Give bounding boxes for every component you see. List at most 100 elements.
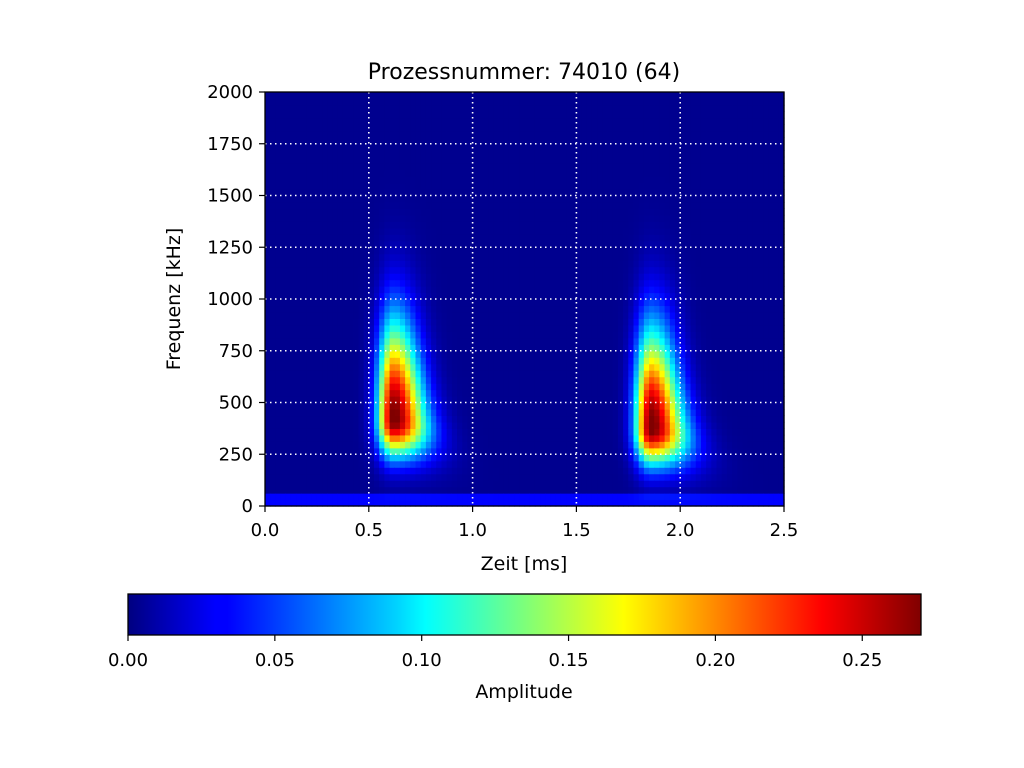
heatmap-cell	[472, 344, 479, 352]
heatmap-cell	[597, 137, 603, 145]
heatmap-cell	[415, 441, 422, 449]
heatmap-cell	[384, 169, 391, 177]
heatmap-cell	[467, 273, 474, 281]
heatmap-cell	[358, 182, 365, 190]
heatmap-cell	[363, 201, 370, 210]
heatmap-cell	[664, 189, 671, 197]
heatmap-cell	[566, 137, 572, 145]
heatmap-cell	[566, 195, 572, 203]
heatmap-cell	[467, 247, 474, 255]
heatmap-cell	[472, 266, 479, 274]
heatmap-cell	[482, 104, 489, 113]
heatmap-cell	[441, 499, 448, 507]
heatmap-cell	[316, 260, 323, 268]
heatmap-cell	[431, 337, 437, 345]
heatmap-cell	[384, 486, 391, 494]
heatmap-cell	[555, 460, 562, 468]
heatmap-cell	[275, 150, 282, 158]
heatmap-cell	[602, 104, 609, 113]
heatmap-cell	[384, 266, 391, 274]
heatmap-cell	[270, 383, 276, 391]
heatmap-cell	[638, 499, 645, 507]
heatmap-cell	[363, 408, 370, 417]
heatmap-cell	[270, 441, 276, 449]
heatmap-cell	[664, 428, 671, 436]
heatmap-cell	[270, 163, 276, 171]
heatmap-cell	[311, 273, 318, 281]
heatmap-cell	[519, 331, 526, 339]
heatmap-cell	[607, 176, 614, 184]
heatmap-cell	[669, 480, 676, 488]
heatmap-cell	[524, 137, 531, 145]
heatmap-cell	[493, 111, 500, 119]
heatmap-cell	[275, 208, 282, 216]
heatmap-cell	[503, 150, 510, 158]
heatmap-cell	[514, 266, 520, 274]
heatmap-cell	[633, 240, 640, 248]
heatmap-cell	[607, 318, 614, 326]
heatmap-cell	[342, 344, 349, 352]
heatmap-cell	[316, 383, 323, 391]
heatmap-cell	[612, 493, 619, 501]
heatmap-cell	[436, 337, 443, 345]
heatmap-cell	[602, 421, 609, 429]
heatmap-cell	[498, 318, 505, 326]
heatmap-cell	[457, 344, 463, 352]
heatmap-cell	[576, 163, 583, 171]
heatmap-cell	[519, 324, 526, 332]
heatmap-cell	[654, 486, 661, 494]
heatmap-cell	[498, 441, 505, 449]
heatmap-cell	[301, 176, 308, 184]
heatmap-cell	[451, 260, 458, 268]
heatmap-cell	[296, 305, 302, 313]
heatmap-cell	[285, 92, 292, 100]
heatmap-cell	[545, 266, 552, 274]
heatmap-cell	[581, 221, 588, 229]
heatmap-cell	[451, 247, 458, 255]
heatmap-cell	[415, 370, 422, 378]
heatmap-cell	[337, 189, 344, 197]
heatmap-cell	[571, 234, 577, 242]
heatmap-cell	[296, 467, 302, 475]
heatmap-cell	[649, 92, 655, 100]
heatmap-cell	[534, 408, 541, 417]
heatmap-cell	[431, 273, 437, 281]
heatmap-cell	[306, 324, 313, 332]
heatmap-cell	[431, 350, 437, 358]
heatmap-cell	[467, 441, 474, 449]
heatmap-cell	[425, 117, 432, 125]
heatmap-cell	[368, 480, 375, 488]
heatmap-cell	[415, 227, 422, 235]
heatmap-cell	[472, 331, 479, 339]
heatmap-cell	[555, 117, 562, 125]
heatmap-cell	[332, 104, 339, 113]
heatmap-cell	[519, 292, 526, 300]
heatmap-cell	[285, 286, 292, 294]
heatmap-cell	[457, 357, 463, 365]
heatmap-cell	[457, 415, 463, 423]
heatmap-cell	[311, 130, 318, 138]
heatmap-cell	[337, 389, 344, 397]
heatmap-cell	[316, 402, 323, 410]
heatmap-cell	[296, 415, 302, 423]
heatmap-cell	[638, 318, 645, 326]
heatmap-cell	[597, 408, 603, 417]
heatmap-cell	[280, 214, 287, 222]
heatmap-cell	[519, 486, 526, 494]
heatmap-cell	[472, 201, 479, 210]
heatmap-cell	[545, 92, 552, 100]
heatmap-cell	[436, 273, 443, 281]
heatmap-cell	[373, 98, 380, 106]
heatmap-cell	[348, 201, 354, 210]
heatmap-cell	[462, 189, 469, 197]
heatmap-cell	[363, 486, 370, 494]
heatmap-cell	[322, 299, 328, 307]
heatmap-cell	[280, 344, 287, 352]
heatmap-cell	[519, 176, 526, 184]
heatmap-cell	[405, 240, 411, 248]
heatmap-cell	[643, 201, 650, 210]
heatmap-cell	[534, 260, 541, 268]
heatmap-cell	[301, 189, 308, 197]
heatmap-cell	[265, 260, 271, 268]
heatmap-cell	[275, 408, 282, 417]
